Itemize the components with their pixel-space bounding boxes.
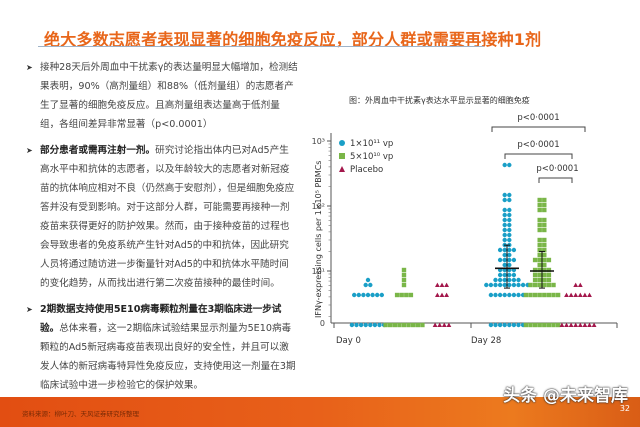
legend-square-icon bbox=[339, 153, 345, 159]
bullet-bold-lead: 2期数据支持使用5E10病毒颗粒剂量在3期临床进一步试验。 bbox=[40, 304, 282, 334]
arrow-bullet-icon: ➤ bbox=[26, 146, 33, 155]
title-divider bbox=[38, 46, 484, 47]
bullet-text: 研究讨论指出体内已对Ad5产生高水平中和抗体的志愿者，以及年龄较大的志愿者对新冠… bbox=[40, 145, 295, 289]
footer-bar: 资料来源：柳叶刀、天风证券研究所整理 bbox=[0, 397, 640, 427]
y-tick-label: 0 bbox=[320, 319, 325, 328]
bullet-bold-lead: 部分患者或需再注射一剂。 bbox=[40, 145, 156, 156]
arrow-bullet-icon: ➤ bbox=[26, 63, 33, 72]
bullet-item: ➤ 2期数据支持使用5E10病毒颗粒剂量在3期临床进一步试验。总体来看，这一2期… bbox=[26, 300, 298, 395]
page-number: 32 bbox=[619, 404, 630, 413]
arrow-bullet-icon: ➤ bbox=[26, 305, 33, 314]
bullet-text: 接种28天后外周血中干扰素γ的表达量明显大幅增加，检测结果表明，90%（高剂量组… bbox=[40, 62, 298, 130]
bullet-item: ➤ 部分患者或需再注射一剂。研究讨论指出体内已对Ad5产生高水平中和抗体的志愿者… bbox=[26, 141, 298, 293]
p-value-label: p<0·0001 bbox=[536, 164, 578, 174]
y-axis-label: IFNγ-expressing cells per 1×10⁵ PBMCs bbox=[314, 161, 323, 318]
bullet-list: ➤ 接种28天后外周血中干扰素γ的表达量明显大幅增加，检测结果表明，90%（高剂… bbox=[26, 58, 298, 402]
bullet-text: 总体来看，这一2期临床试验结果显示剂量为5E10病毒颗粒的Ad5新冠病毒疫苗表现… bbox=[40, 323, 296, 391]
x-tick-label: Day 28 bbox=[471, 336, 501, 346]
significance-bracket bbox=[491, 126, 586, 132]
footer-source: 资料来源：柳叶刀、天风证券研究所整理 bbox=[22, 410, 139, 418]
p-value-label: p<0·0001 bbox=[517, 140, 559, 150]
x-tick-label: Day 0 bbox=[336, 336, 361, 346]
y-tick-label: 10³ bbox=[312, 137, 325, 146]
page-title: 绝大多数志愿者表现显著的细胞免疫反应，部分人群或需要再接种1剂 bbox=[44, 30, 542, 49]
significance-bracket bbox=[538, 177, 573, 183]
legend-label: 5×10¹⁰ vp bbox=[350, 152, 393, 162]
y-tick-label: 10¹ bbox=[312, 267, 325, 276]
y-tick-label: 10² bbox=[312, 202, 325, 211]
legend-label: 1×10¹¹ vp bbox=[350, 139, 393, 149]
legend-triangle-icon bbox=[339, 166, 345, 172]
bullet-item: ➤ 接种28天后外周血中干扰素γ的表达量明显大幅增加，检测结果表明，90%（高剂… bbox=[26, 58, 298, 134]
ifn-gamma-scatter-chart: 10³ 10² 10¹ 0 Day 0 Day 28 IFNγ-expressing cel… bbox=[312, 113, 618, 346]
watermark: 头条 @未来智库 bbox=[503, 386, 628, 406]
legend-circle-icon bbox=[339, 140, 345, 146]
chart-caption: 图：外周血中干扰素γ表达水平显示显著的细胞免疫 bbox=[349, 96, 530, 105]
significance-bracket bbox=[504, 153, 573, 159]
p-value-label: p<0·0001 bbox=[517, 113, 559, 123]
legend-label: Placebo bbox=[350, 165, 383, 175]
